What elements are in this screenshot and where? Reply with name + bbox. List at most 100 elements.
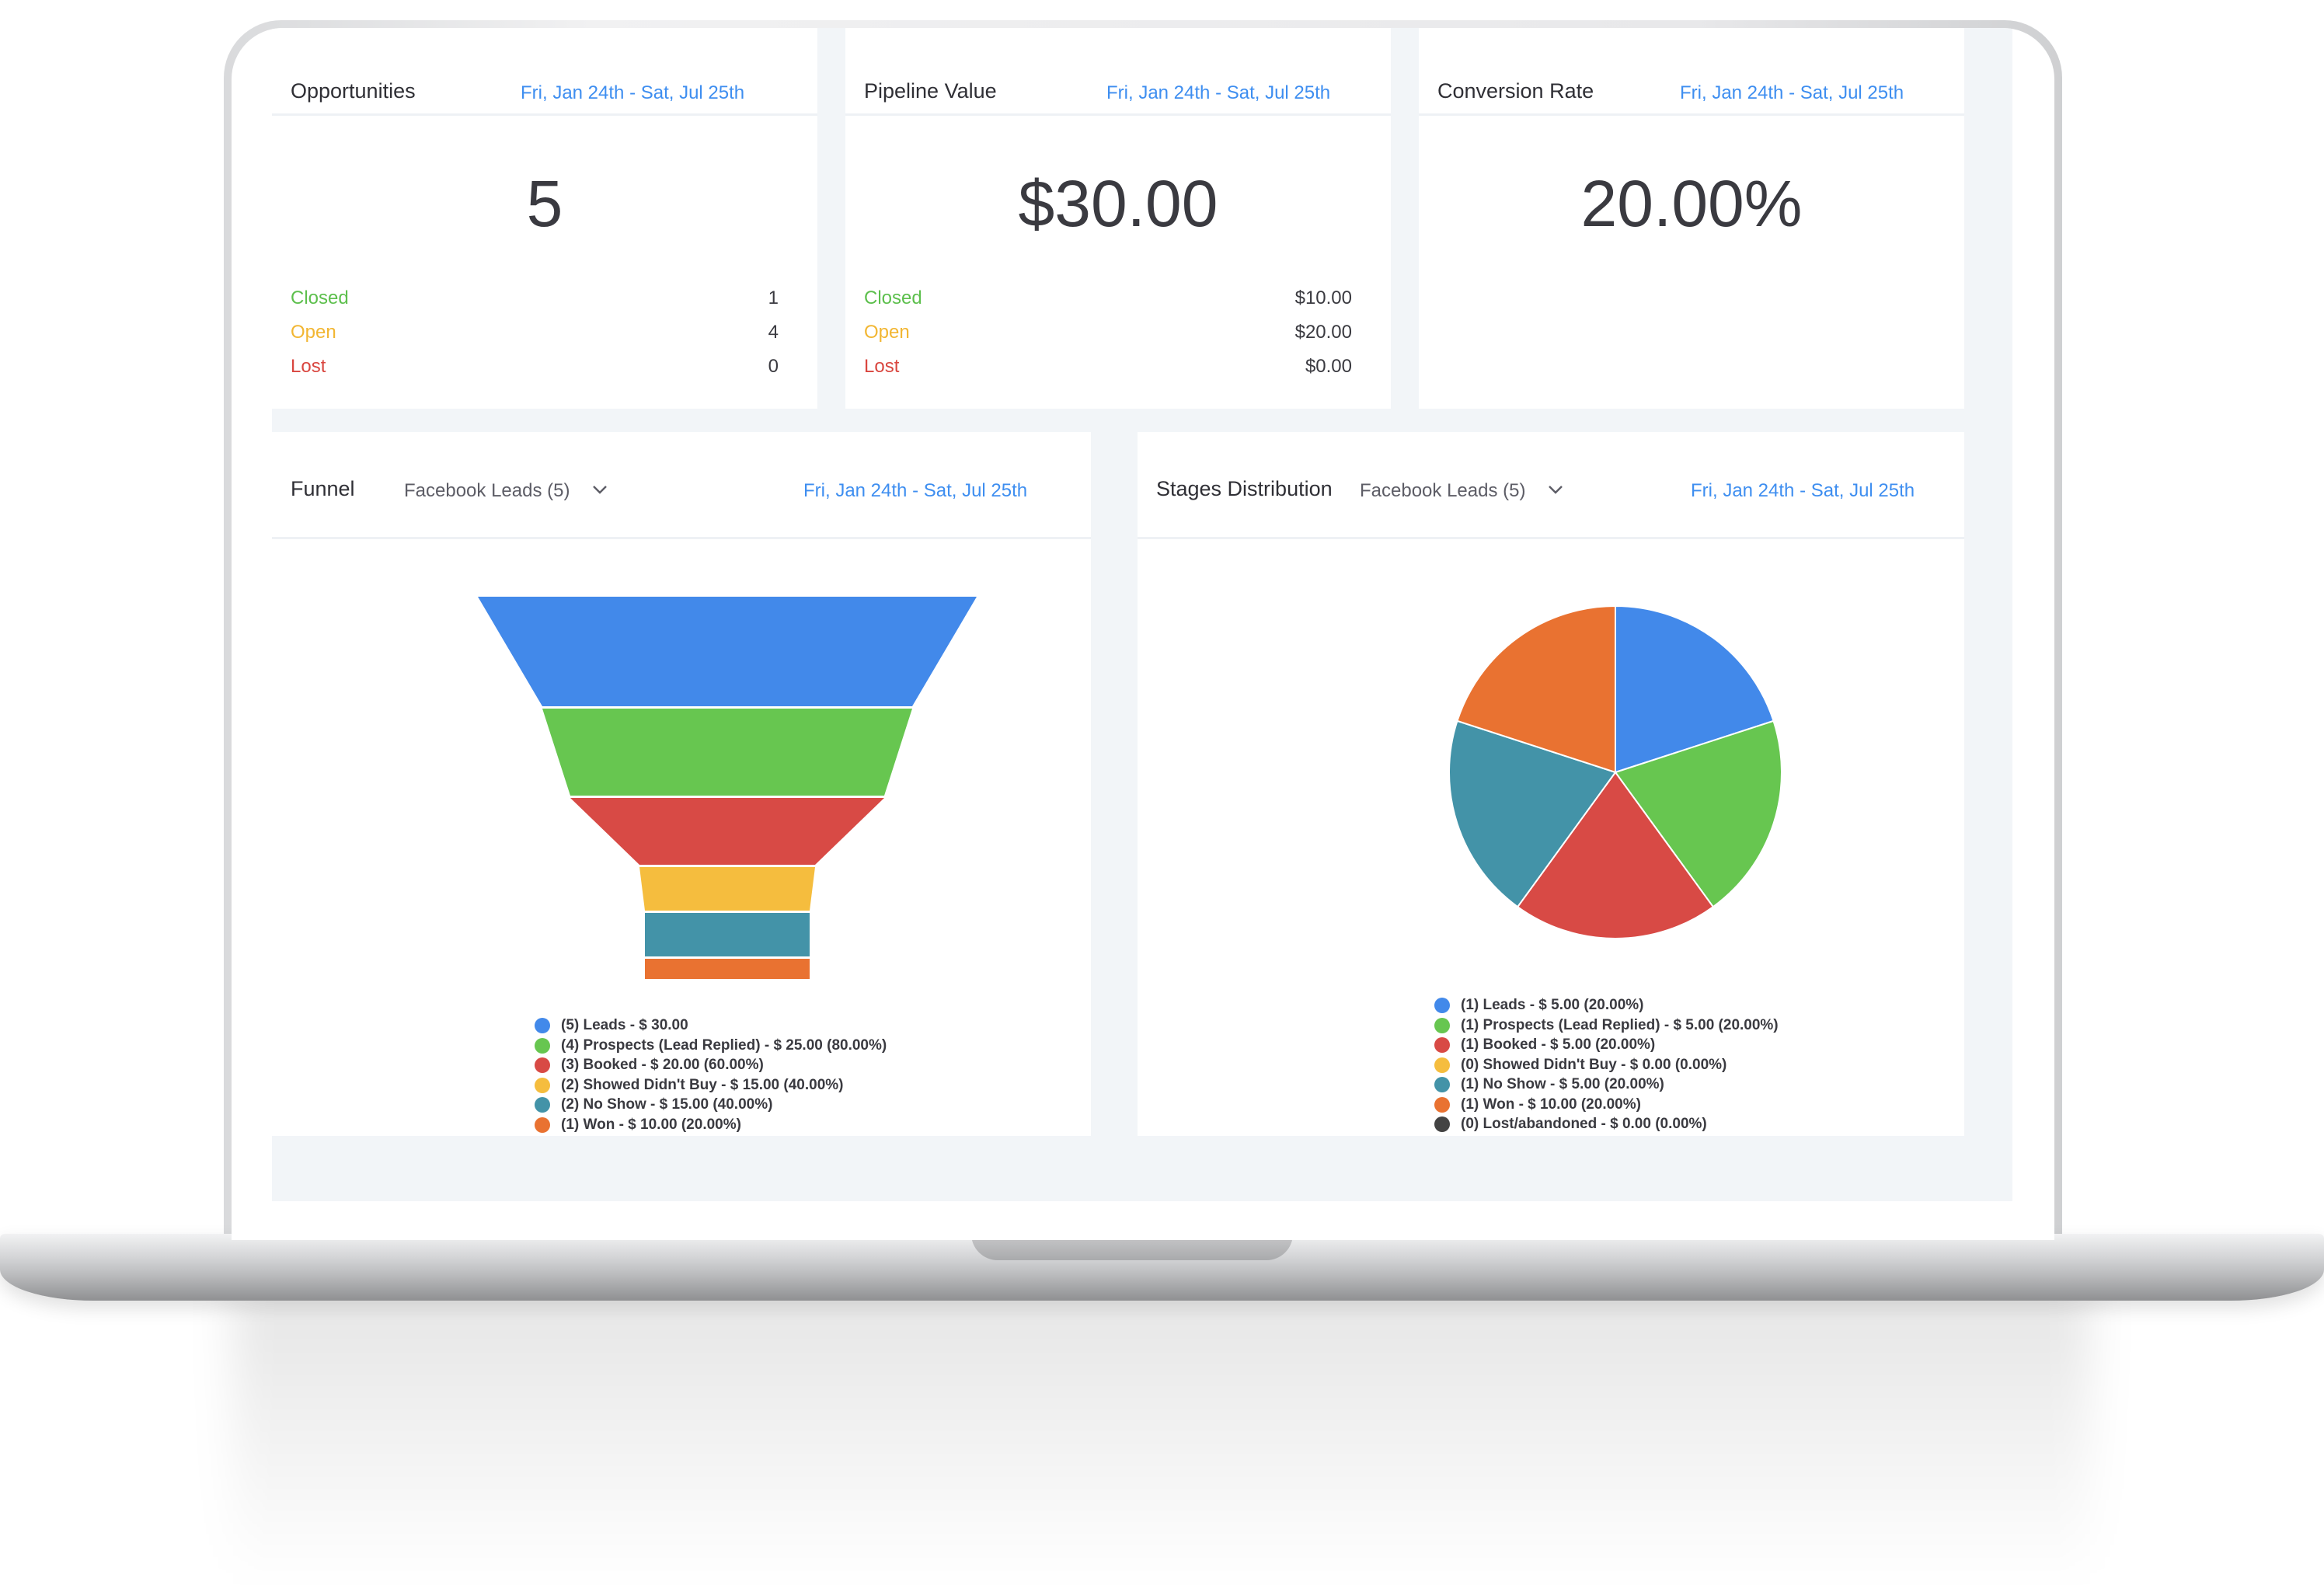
legend-item[interactable]: (3) Booked - $ 20.00 (60.00%) <box>535 1055 887 1075</box>
stat-row-open: Open 4 <box>291 322 779 345</box>
stat-value-open: 4 <box>768 322 779 343</box>
stat-label-lost: Lost <box>864 356 900 377</box>
funnel-card: Funnel Facebook Leads (5) Fri, Jan 24th … <box>272 432 1091 1136</box>
legend-label: (4) Prospects (Lead Replied) - $ 25.00 (… <box>561 1036 887 1054</box>
pie-slice[interactable] <box>1456 604 1616 774</box>
pipeline-dropdown[interactable]: Facebook Leads (5) <box>404 480 608 502</box>
date-range-link[interactable]: Fri, Jan 24th - Sat, Jul 25th <box>1680 82 1904 103</box>
legend-dot-icon <box>535 1037 550 1054</box>
funnel-stage[interactable] <box>645 959 810 979</box>
stat-label-open: Open <box>291 322 336 343</box>
legend-item[interactable]: (1) Won - $ 10.00 (20.00%) <box>535 1115 887 1135</box>
legend-label: (2) No Show - $ 15.00 (40.00%) <box>561 1096 773 1113</box>
legend-dot-icon <box>1434 1057 1450 1073</box>
legend-dot-icon <box>1434 1037 1450 1053</box>
dropdown-label: Facebook Leads (5) <box>1360 480 1526 501</box>
card-header <box>272 28 817 116</box>
funnel-stage[interactable] <box>542 709 912 796</box>
conversion-rate-card: Conversion Rate Fri, Jan 24th - Sat, Jul… <box>1419 28 1964 409</box>
stat-row-closed: Closed 1 <box>291 287 779 311</box>
laptop-reflection <box>233 1290 2090 1585</box>
legend-item[interactable]: (5) Leads - $ 30.00 <box>535 1015 887 1036</box>
opportunities-count: 5 <box>526 167 563 240</box>
pie-slice[interactable] <box>1615 604 1775 774</box>
legend-item[interactable]: (2) Showed Didn't Buy - $ 15.00 (40.00%) <box>535 1075 887 1096</box>
dashboard: Opportunities Fri, Jan 24th - Sat, Jul 2… <box>272 28 2012 1201</box>
stages-legend: (1) Leads - $ 5.00 (20.00%) (1) Prospects… <box>1434 995 1779 1134</box>
legend-item[interactable]: (1) Prospects (Lead Replied) - $ 5.00 (2… <box>1434 1015 1779 1036</box>
legend-label: (1) No Show - $ 5.00 (20.00%) <box>1461 1076 1664 1092</box>
legend-dot-icon <box>1434 1116 1450 1132</box>
stat-value-closed: $10.00 <box>1294 287 1352 308</box>
legend-item[interactable]: (4) Prospects (Lead Replied) - $ 25.00 (… <box>535 1036 887 1056</box>
stat-row-lost: Lost 0 <box>291 356 779 379</box>
stat-value-lost: $0.00 <box>1305 356 1352 377</box>
legend-label: (3) Booked - $ 20.00 (60.00%) <box>561 1057 764 1073</box>
legend-item[interactable]: (0) Showed Didn't Buy - $ 0.00 (0.00%) <box>1434 1055 1779 1075</box>
stages-pie-chart <box>1448 604 1782 939</box>
date-range-link[interactable]: Fri, Jan 24th - Sat, Jul 25th <box>521 82 745 103</box>
legend-item[interactable]: (1) Booked - $ 5.00 (20.00%) <box>1434 1035 1779 1055</box>
date-range-link[interactable]: Fri, Jan 24th - Sat, Jul 25th <box>1106 82 1331 103</box>
legend-dot-icon <box>1434 998 1450 1013</box>
legend-dot-icon <box>535 1018 550 1033</box>
pipeline-dropdown[interactable]: Facebook Leads (5) <box>1360 480 1563 502</box>
stat-value-closed: 1 <box>768 287 779 308</box>
date-range-link[interactable]: Fri, Jan 24th - Sat, Jul 25th <box>803 480 1028 501</box>
funnel-stage[interactable] <box>645 913 810 956</box>
legend-label: (0) Lost/abandoned - $ 0.00 (0.00%) <box>1461 1116 1707 1132</box>
legend-dot-icon <box>1434 1017 1450 1033</box>
legend-dot-icon <box>535 1057 550 1073</box>
legend-label: (1) Won - $ 10.00 (20.00%) <box>561 1116 741 1133</box>
legend-label: (1) Booked - $ 5.00 (20.00%) <box>1461 1036 1656 1053</box>
conversion-rate-value: 20.00% <box>1580 167 1803 240</box>
legend-item[interactable]: (0) Lost/abandoned - $ 0.00 (0.00%) <box>1434 1114 1779 1134</box>
stat-value-open: $20.00 <box>1294 322 1352 343</box>
pipeline-total: $30.00 <box>1018 167 1218 240</box>
legend-label: (0) Showed Didn't Buy - $ 0.00 (0.00%) <box>1461 1056 1727 1073</box>
stat-label-open: Open <box>864 322 910 343</box>
pie-slice[interactable] <box>1516 771 1715 939</box>
legend-dot-icon <box>535 1097 550 1113</box>
stat-label-lost: Lost <box>291 356 326 377</box>
card-title: Funnel <box>291 477 355 500</box>
card-title: Opportunities <box>291 79 416 103</box>
legend-label: (5) Leads - $ 30.00 <box>561 1017 688 1033</box>
legend-item[interactable]: (2) No Show - $ 15.00 (40.00%) <box>535 1095 887 1115</box>
stat-value-lost: 0 <box>768 356 779 377</box>
stat-row-lost: Lost $0.00 <box>864 356 1352 379</box>
legend-label: (1) Leads - $ 5.00 (20.00%) <box>1461 997 1644 1013</box>
chevron-down-icon <box>592 478 608 500</box>
funnel-stage[interactable] <box>570 798 884 865</box>
legend-dot-icon <box>1434 1077 1450 1092</box>
funnel-stage[interactable] <box>478 597 977 706</box>
pipeline-value-card: Pipeline Value Fri, Jan 24th - Sat, Jul … <box>845 28 1391 409</box>
card-header <box>272 432 1091 539</box>
card-title: Conversion Rate <box>1437 79 1594 103</box>
legend-item[interactable]: (1) No Show - $ 5.00 (20.00%) <box>1434 1075 1779 1095</box>
chevron-down-icon <box>1548 478 1563 500</box>
stat-label-closed: Closed <box>291 287 349 308</box>
funnel-chart <box>478 597 977 979</box>
dropdown-label: Facebook Leads (5) <box>404 480 570 501</box>
laptop-screen: Opportunities Fri, Jan 24th - Sat, Jul 2… <box>232 28 2054 1240</box>
card-header <box>1138 432 1964 539</box>
pie-slice[interactable] <box>1614 719 1782 908</box>
legend-item[interactable]: (1) Leads - $ 5.00 (20.00%) <box>1434 995 1779 1015</box>
legend-label: (1) Won - $ 10.00 (20.00%) <box>1461 1096 1641 1113</box>
legend-item[interactable]: (1) Won - $ 10.00 (20.00%) <box>1434 1095 1779 1115</box>
legend-dot-icon <box>535 1077 550 1093</box>
pie-slice[interactable] <box>1448 719 1617 908</box>
legend-dot-icon <box>1434 1096 1450 1113</box>
opportunities-card: Opportunities Fri, Jan 24th - Sat, Jul 2… <box>272 28 817 409</box>
card-header <box>845 28 1391 116</box>
stat-row-open: Open $20.00 <box>864 322 1352 345</box>
legend-label: (2) Showed Didn't Buy - $ 15.00 (40.00%) <box>561 1076 844 1093</box>
funnel-legend: (5) Leads - $ 30.00 (4) Prospects (Lead R… <box>535 1015 887 1134</box>
stages-distribution-card: Stages Distribution Facebook Leads (5) F… <box>1138 432 1964 1136</box>
legend-label: (1) Prospects (Lead Replied) - $ 5.00 (2… <box>1461 1016 1779 1033</box>
card-header <box>1419 28 1964 116</box>
funnel-stage[interactable] <box>639 867 815 911</box>
stat-label-closed: Closed <box>864 287 922 308</box>
date-range-link[interactable]: Fri, Jan 24th - Sat, Jul 25th <box>1691 480 1915 501</box>
